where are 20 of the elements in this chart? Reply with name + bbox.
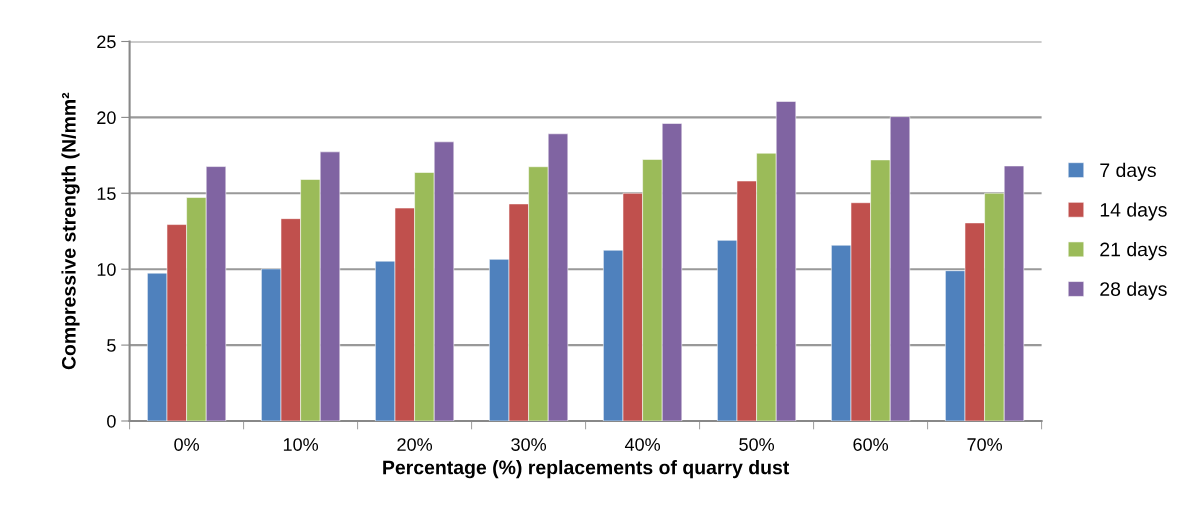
- x-tick-label: 0%: [174, 438, 200, 451]
- legend-label: 28 days: [1100, 281, 1167, 300]
- x-tick-label: 40%: [624, 438, 661, 451]
- x-tick-label: 30%: [511, 438, 547, 451]
- x-tick-label: 50%: [739, 438, 775, 451]
- legend-label: 21 days: [1100, 242, 1167, 261]
- y-tick-label: 20: [97, 111, 116, 125]
- x-tick-label: 10%: [283, 438, 319, 451]
- x-tick-label: 70%: [967, 438, 1003, 451]
- y-axis-title: Compressive strength (N/mm²: [61, 92, 80, 370]
- y-tick-label: 5: [107, 339, 116, 352]
- x-axis-title: Percentage (%) replacements of quarry dust: [383, 460, 790, 479]
- x-tick-label: 60%: [853, 438, 889, 451]
- y-tick-label: 25: [97, 35, 116, 49]
- y-tick-label: 15: [97, 187, 116, 201]
- y-tick-label: 0: [107, 414, 116, 428]
- legend-label: 14 days: [1100, 202, 1167, 221]
- y-tick-label: 10: [97, 263, 116, 276]
- x-tick-label: 20%: [397, 438, 433, 451]
- legend-label: 7 days: [1100, 162, 1156, 181]
